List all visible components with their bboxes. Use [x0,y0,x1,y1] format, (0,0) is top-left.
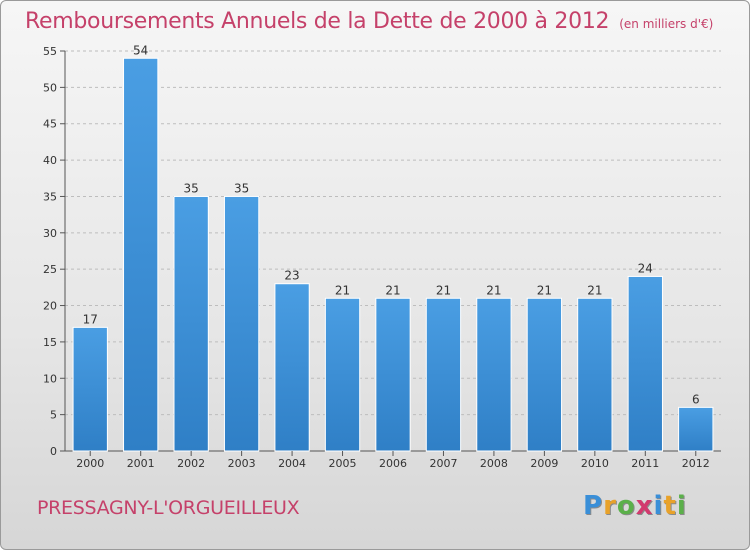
y-tick-label: 55 [43,45,57,58]
x-tick-label: 2009 [530,457,558,470]
bar-value-label: 21 [335,283,350,297]
bar [173,195,209,452]
logo-letter: P [583,491,604,521]
y-tick-label: 0 [50,445,57,458]
proxiti-logo: Proxiti [583,491,687,521]
bar [274,283,310,452]
bar [526,297,563,452]
x-tick-label: 2001 [127,457,155,470]
bar [72,326,108,452]
y-tick-label: 15 [43,336,57,349]
bar-value-label: 21 [436,283,451,297]
y-tick-label: 35 [43,190,57,203]
y-tick-label: 40 [43,154,57,167]
bar-value-label: 6 [692,392,700,406]
x-tick-label: 2003 [228,457,256,470]
bar [627,275,663,452]
bar [577,297,613,452]
logo-letter: o [616,491,636,521]
x-tick-label: 2010 [581,457,609,470]
bar [324,297,361,452]
bar-value-label: 21 [385,283,400,297]
y-tick-label: 30 [43,227,57,240]
bar [425,297,462,452]
y-tick-label: 10 [43,372,57,385]
chart-title: Remboursements Annuels de la Dette de 20… [25,9,713,34]
logo-letter: i [676,491,687,521]
bar-value-label: 35 [184,181,199,195]
x-tick-label: 2002 [177,457,205,470]
bar-value-label: 21 [587,283,602,297]
bar-value-label: 21 [537,283,552,297]
bar-value-label: 21 [486,283,501,297]
bar-value-label: 17 [83,312,98,326]
commune-name: PRESSAGNY-L'ORGUEILLEUX [37,497,300,519]
x-tick-label: 2006 [379,457,407,470]
y-tick-label: 50 [43,81,57,94]
bar-value-label: 23 [284,269,299,283]
x-tick-label: 2007 [429,457,457,470]
bar [123,57,159,452]
x-tick-label: 2005 [329,457,357,470]
x-tick-label: 2011 [631,457,659,470]
bar [375,297,411,452]
x-tick-label: 2008 [480,457,508,470]
x-tick-label: 2012 [682,457,710,470]
y-tick-label: 25 [43,263,57,276]
bar [223,195,260,452]
bar-value-label: 54 [133,43,148,57]
bar-value-label: 35 [234,181,249,195]
bar [476,297,512,452]
bar [678,406,714,452]
chart-title-text: Remboursements Annuels de la Dette de 20… [25,9,610,34]
y-tick-label: 5 [50,409,57,422]
logo-letter: r [603,491,617,521]
logo-letter: t [663,491,677,521]
logo-letter: i [653,491,664,521]
chart-unit: (en milliers d'€) [619,17,714,31]
logo-letter: x [635,491,654,521]
bar-value-label: 24 [638,261,653,275]
y-tick-label: 20 [43,300,57,313]
x-tick-label: 2004 [278,457,306,470]
x-tick-label: 2000 [76,457,104,470]
y-tick-label: 45 [43,118,57,131]
